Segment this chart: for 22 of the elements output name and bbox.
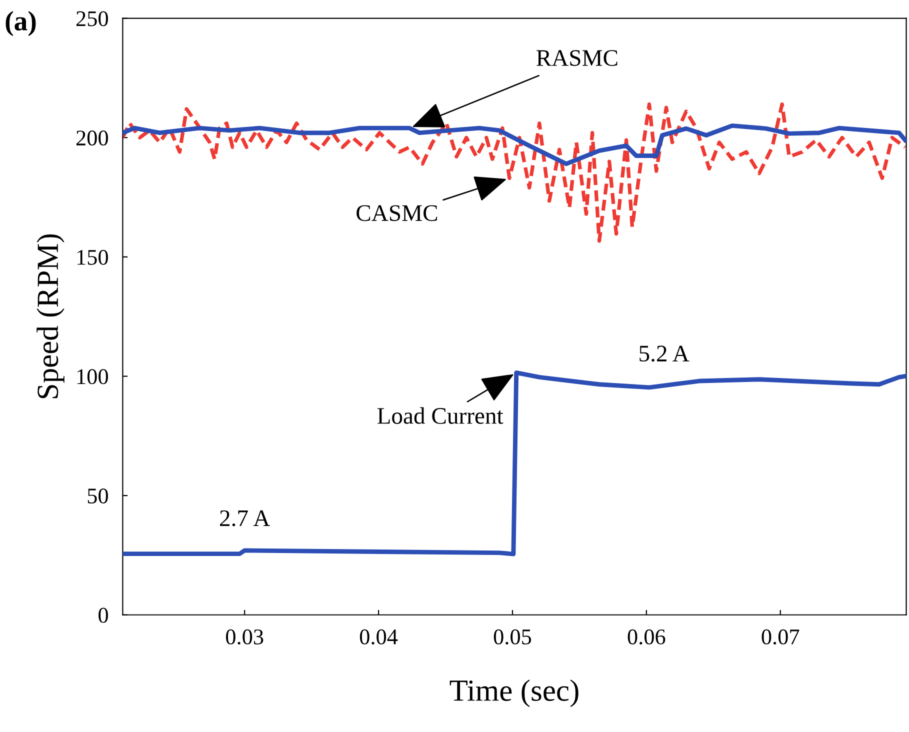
series-label: CASMC	[356, 205, 437, 222]
line-series	[122, 123, 906, 166]
annotation: 2.7 A	[220, 510, 270, 526]
y-axis-title: Speed (RPM)	[36, 234, 64, 398]
x-tick-label: 0.05	[494, 629, 532, 645]
y-tick-label: 100	[77, 369, 108, 384]
annotation: 5.2 A	[640, 346, 690, 362]
series-label: Load Current	[377, 407, 504, 424]
y-tick-label: 250	[76, 11, 108, 26]
y-tick-label: 200	[76, 130, 108, 146]
x-axis-title: Time (sec)	[450, 679, 578, 708]
line-series	[122, 370, 906, 556]
text: RASMC	[536, 50, 618, 66]
x-tick-label: 0.04	[360, 629, 398, 645]
x-tick-label: 0.06	[628, 629, 666, 645]
y-tick-label: 0	[98, 608, 108, 623]
line-series	[122, 102, 906, 243]
text: (a)	[6, 10, 36, 36]
x-tick-label: 0.07	[762, 629, 800, 645]
y-tick-label: 50	[88, 488, 108, 504]
x-tick-label: 0.03	[226, 629, 264, 645]
y-tick-label: 150	[77, 250, 108, 265]
